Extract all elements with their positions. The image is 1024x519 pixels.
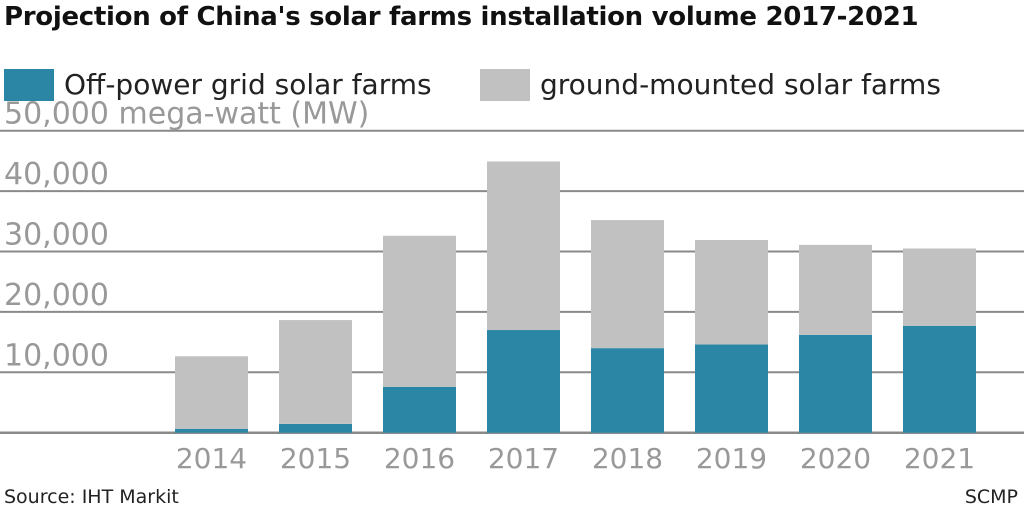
- y-tick-label: 10,000: [4, 338, 109, 373]
- bar-off-grid-2015: [279, 423, 352, 433]
- bar-ground-mounted-2016: [383, 235, 456, 387]
- bar-ground-mounted-2017: [487, 161, 560, 331]
- x-tick-label: 2020: [800, 442, 871, 475]
- legend-label-ground-mounted: ground-mounted solar farms: [540, 68, 941, 101]
- bar-ground-mounted-2015: [279, 320, 352, 424]
- bar-off-grid-2016: [383, 386, 456, 433]
- bar-off-grid-2014: [175, 428, 248, 433]
- legend-item-ground-mounted: ground-mounted solar farms: [480, 68, 941, 101]
- bar-off-grid-2020: [799, 334, 872, 433]
- y-tick-label: 40,000: [4, 157, 109, 192]
- y-tick-label: 50,000 mega-watt (MW): [4, 97, 369, 132]
- legend-swatch-ground-mounted: [480, 68, 530, 101]
- x-tick-label: 2017: [488, 442, 559, 475]
- legend-item-off-grid: Off-power grid solar farms: [4, 68, 432, 101]
- bar-ground-mounted-2021: [903, 248, 976, 326]
- x-tick-label: 2016: [384, 442, 455, 475]
- credit: SCMP: [964, 486, 1018, 508]
- x-tick-label: 2019: [696, 442, 767, 475]
- y-tick-label: 20,000: [4, 278, 109, 313]
- bar-ground-mounted-2020: [799, 244, 872, 335]
- legend-swatch-off-grid: [4, 68, 54, 101]
- y-tick-label: 30,000: [4, 218, 109, 253]
- x-tick-label: 2021: [904, 442, 975, 475]
- bar-ground-mounted-2014: [175, 356, 248, 429]
- x-tick-label: 2014: [176, 442, 247, 475]
- bar-ground-mounted-2019: [695, 240, 768, 345]
- bar-off-grid-2018: [591, 348, 664, 433]
- legend-label-off-grid: Off-power grid solar farms: [64, 68, 432, 101]
- chart-title: Projection of China's solar farms instal…: [4, 2, 919, 32]
- x-tick-label: 2015: [280, 442, 351, 475]
- source-note: Source: IHT Markit: [4, 486, 179, 508]
- bar-off-grid-2021: [903, 325, 976, 433]
- x-tick-label: 2018: [592, 442, 663, 475]
- bar-off-grid-2017: [487, 330, 560, 433]
- bar-off-grid-2019: [695, 344, 768, 433]
- bar-ground-mounted-2018: [591, 220, 664, 349]
